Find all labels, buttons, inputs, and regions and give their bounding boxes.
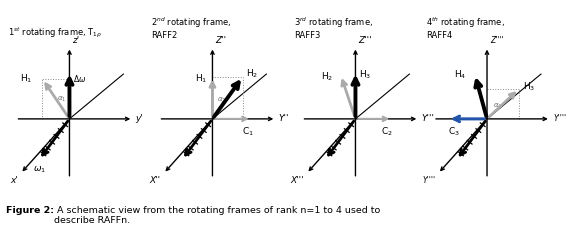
Text: H$_4$: H$_4$ bbox=[454, 69, 466, 81]
Text: Z''': Z''' bbox=[359, 36, 372, 45]
Text: y': y' bbox=[136, 114, 144, 123]
Text: Figure 2:: Figure 2: bbox=[6, 206, 54, 215]
Text: C$_3$: C$_3$ bbox=[448, 126, 460, 138]
Text: z': z' bbox=[73, 36, 80, 45]
Text: $\Delta\omega$: $\Delta\omega$ bbox=[73, 73, 86, 84]
Text: H$_2$: H$_2$ bbox=[321, 70, 333, 83]
Text: 1$^{st}$ rotating frame, T$_{1\rho}$: 1$^{st}$ rotating frame, T$_{1\rho}$ bbox=[8, 26, 102, 40]
Text: H$_1$: H$_1$ bbox=[21, 73, 33, 85]
Text: H$_2$: H$_2$ bbox=[246, 68, 258, 80]
Text: 3$^{rd}$ rotating frame,
RAFF3: 3$^{rd}$ rotating frame, RAFF3 bbox=[294, 15, 373, 40]
Text: C$_2$: C$_2$ bbox=[382, 126, 393, 138]
Text: X'': X'' bbox=[150, 176, 161, 185]
Text: X''': X''' bbox=[291, 176, 304, 185]
Text: A schematic view from the rotating frames of rank n=1 to 4 used to
describe RAFF: A schematic view from the rotating frame… bbox=[54, 206, 380, 225]
Text: x': x' bbox=[10, 176, 18, 185]
Text: H$_1$: H$_1$ bbox=[195, 73, 208, 85]
Text: Y''': Y''' bbox=[422, 114, 435, 123]
Text: H$_3$: H$_3$ bbox=[523, 80, 535, 93]
Text: Z'''': Z'''' bbox=[490, 36, 504, 45]
Text: C$_1$: C$_1$ bbox=[242, 126, 254, 138]
Text: Y'': Y'' bbox=[279, 114, 289, 123]
Text: $\alpha_2$: $\alpha_2$ bbox=[217, 95, 227, 105]
Text: 4$^{th}$ rotating frame,
RAFF4: 4$^{th}$ rotating frame, RAFF4 bbox=[426, 15, 505, 40]
Text: $\omega_1$: $\omega_1$ bbox=[33, 165, 46, 175]
Text: Y'''': Y'''' bbox=[553, 114, 566, 123]
Text: H$_3$: H$_3$ bbox=[359, 69, 372, 81]
Text: $\alpha_1$: $\alpha_1$ bbox=[57, 94, 66, 104]
Text: $\alpha_4$: $\alpha_4$ bbox=[493, 101, 502, 110]
Text: 2$^{nd}$ rotating frame,
RAFF2: 2$^{nd}$ rotating frame, RAFF2 bbox=[151, 15, 232, 40]
Text: Z'': Z'' bbox=[216, 36, 227, 45]
Text: Y'''': Y'''' bbox=[422, 176, 435, 185]
